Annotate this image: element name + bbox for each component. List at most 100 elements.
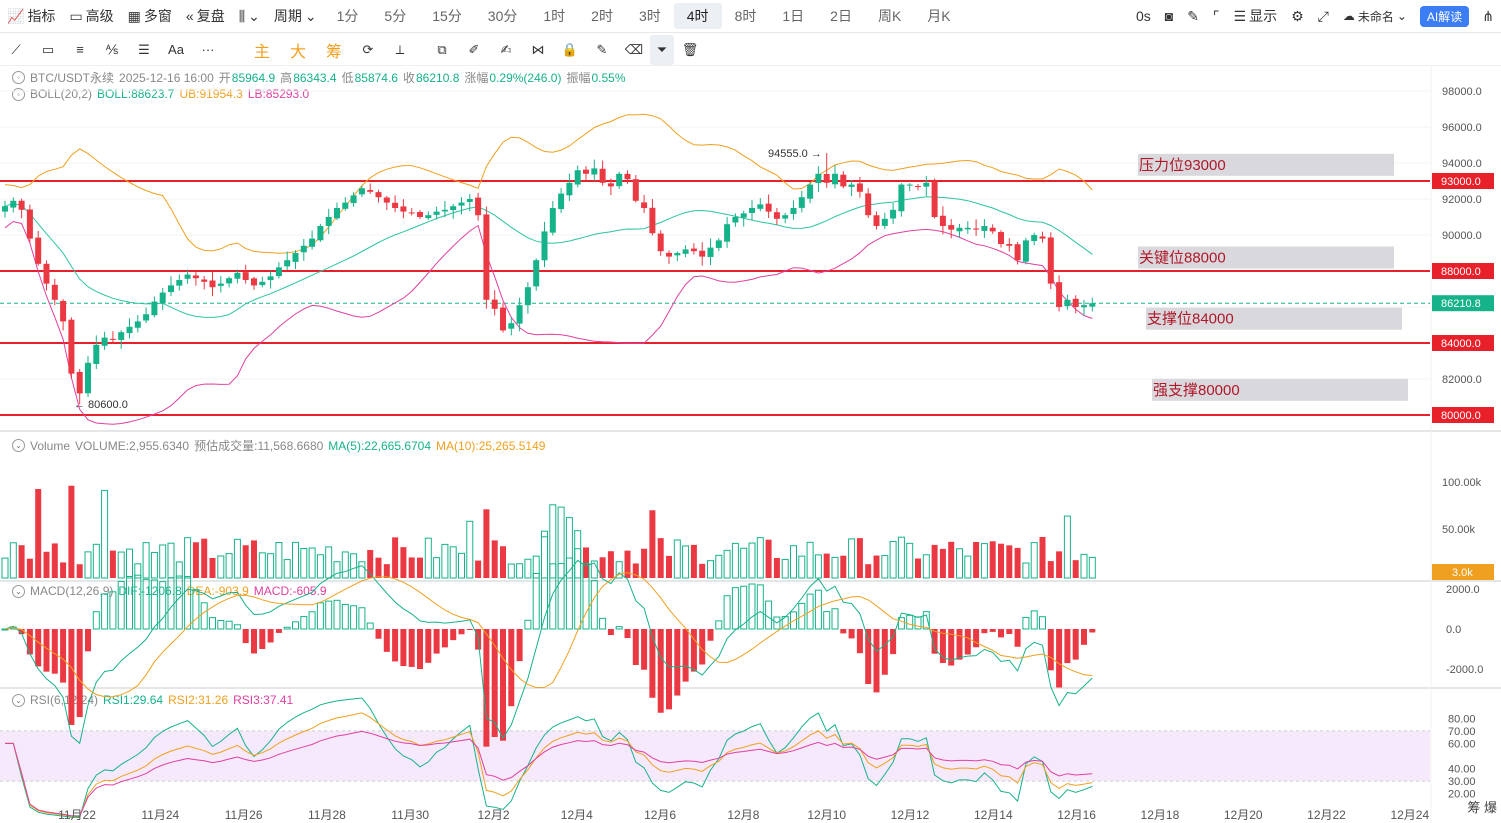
magnet-icon[interactable]: ⋈: [531, 41, 545, 57]
volume-bar: [417, 557, 423, 578]
timeframe-tab[interactable]: 1日: [782, 8, 805, 24]
price-axis-label: 96000.0: [1442, 122, 1482, 134]
volume-bar: [980, 543, 988, 579]
timeframe-tab[interactable]: 月K: [927, 8, 951, 24]
ai-explain-button[interactable]: AI解读: [1419, 5, 1470, 27]
chart-canvas[interactable]: 压力位93000 关键位88000 支撑位84000 强支撑80000 94555.0 …: [0, 66, 1501, 823]
macd-bar: [649, 629, 656, 698]
symbol-name: BTC/USDT永续: [30, 71, 115, 85]
macd-bar: [574, 530, 582, 630]
advanced-button[interactable]: ▭ 高级: [69, 7, 114, 25]
volume-axis-label: 50.00k: [1442, 524, 1476, 536]
candle-body: [126, 326, 133, 334]
bottom-right-tools[interactable]: 筹 爆: [1467, 800, 1497, 815]
candle-body: [881, 218, 888, 226]
macd-bar: [259, 629, 266, 649]
settings-icon[interactable]: ⚙: [1291, 7, 1304, 24]
fib-tool-icon[interactable]: ⅍: [105, 42, 119, 57]
macd-bar: [765, 600, 773, 630]
candle-body: [856, 183, 863, 192]
pen-icon[interactable]: ✎: [1187, 7, 1199, 24]
timeframe-tab[interactable]: 8时: [734, 8, 757, 24]
candle-body: [707, 247, 714, 258]
multiwindow-button[interactable]: ▦ 多窗: [127, 7, 172, 25]
draw-mode-icon[interactable]: ⟳: [362, 41, 374, 57]
main-chart-toggle[interactable]: 主: [253, 43, 270, 61]
symbol-settings-icon[interactable]: ◦: [12, 71, 25, 84]
volume-bar: [267, 553, 275, 579]
macd-bar: [417, 629, 423, 670]
copy-icon[interactable]: ⧉: [437, 41, 447, 57]
indicator-button[interactable]: 📈 指标: [7, 7, 56, 25]
volume-bar: [756, 537, 764, 579]
fullscreen-icon[interactable]: ⌜: [1212, 7, 1220, 24]
rectangle-tool-icon[interactable]: ▭: [41, 41, 55, 57]
timeframe-tab[interactable]: 1分: [336, 8, 359, 24]
candle-body: [408, 212, 415, 214]
price-tag: 93000.0: [1441, 176, 1481, 188]
filter-icon[interactable]: ⏷: [650, 34, 674, 65]
volume-bar: [192, 542, 199, 578]
layout-name-dropdown[interactable]: ☁ 未命名 ⌄: [1342, 9, 1407, 24]
chip-distribution-toggle[interactable]: 筹: [325, 43, 342, 61]
chevron-icon[interactable]: ⌄: [12, 693, 25, 707]
edit-icon[interactable]: ✎: [596, 41, 608, 57]
timeframe-tab[interactable]: 4时: [673, 3, 722, 29]
macd-bar: [308, 611, 316, 630]
eye-icon[interactable]: ◦: [12, 87, 25, 101]
candle-body: [923, 182, 930, 187]
period-dropdown[interactable]: 周期 ⌄: [273, 7, 317, 25]
replay-button[interactable]: «复盘: [185, 8, 225, 24]
text-tool[interactable]: Aa: [168, 42, 184, 57]
chevron-icon[interactable]: ⌄: [12, 584, 25, 598]
timeframe-tab[interactable]: 1时: [543, 8, 566, 24]
trash-icon[interactable]: 🗑: [681, 41, 699, 57]
timeframe-tab[interactable]: 30分: [487, 8, 518, 24]
macd-bar: [565, 517, 573, 630]
indicator-icon: 📈: [7, 7, 25, 24]
chart-type-button[interactable]: ⫼ ⌄: [232, 0, 267, 33]
big-order-toggle[interactable]: 大: [289, 43, 306, 61]
macd-bar: [76, 629, 83, 718]
timeframe-tab[interactable]: 5分: [384, 8, 407, 24]
timeframe-tab[interactable]: 2时: [591, 8, 613, 24]
share-icon[interactable]: ⋔: [1482, 7, 1494, 24]
timeframe-tab[interactable]: 3时: [638, 8, 661, 24]
macd-bar: [358, 607, 366, 630]
volume-bar: [201, 538, 208, 578]
eraser-icon[interactable]: ⌫: [624, 41, 644, 57]
volume-bar: [258, 552, 266, 579]
volume-bar: [358, 561, 366, 579]
parallel-lines-icon[interactable]: ≡: [76, 42, 84, 57]
candle-body: [450, 206, 457, 211]
expand-icon[interactable]: ⤢: [1317, 7, 1329, 24]
candle-body: [93, 344, 100, 364]
display-button[interactable]: ☰ 显示: [1233, 7, 1278, 25]
more-tools[interactable]: ···: [201, 42, 215, 57]
candle-body: [690, 248, 697, 252]
chevron-icon[interactable]: ⌄: [12, 439, 25, 452]
line-tool-icon[interactable]: ⟋: [11, 41, 21, 57]
brush-icon[interactable]: ✐: [468, 41, 480, 57]
highlighter-icon[interactable]: ✍: [500, 41, 512, 57]
camera-icon[interactable]: ◙: [1164, 8, 1174, 24]
macd-bar: [450, 629, 457, 641]
volume-name[interactable]: Volume: [30, 438, 71, 453]
timeframe-tab[interactable]: 2日: [830, 8, 852, 24]
candle-body: [682, 249, 689, 254]
macd-bar: [590, 580, 598, 630]
measure-icon[interactable]: ⟂: [395, 41, 405, 57]
lock-icon[interactable]: 🔒: [561, 41, 579, 57]
horizontal-lines-icon[interactable]: ☰: [138, 41, 150, 57]
volume-bar: [500, 546, 506, 578]
timeframe-tab[interactable]: 周K: [877, 8, 902, 24]
timeframe-tab[interactable]: 15分: [432, 8, 462, 24]
candle-body: [574, 170, 581, 185]
volume-bar: [715, 554, 723, 579]
candle-body: [400, 206, 407, 212]
macd-bar: [897, 617, 905, 630]
macd-bar: [209, 617, 216, 630]
macd-bar: [92, 611, 100, 630]
macd-name[interactable]: MACD(12,26,9): [30, 584, 114, 598]
candle-body: [1031, 235, 1038, 242]
